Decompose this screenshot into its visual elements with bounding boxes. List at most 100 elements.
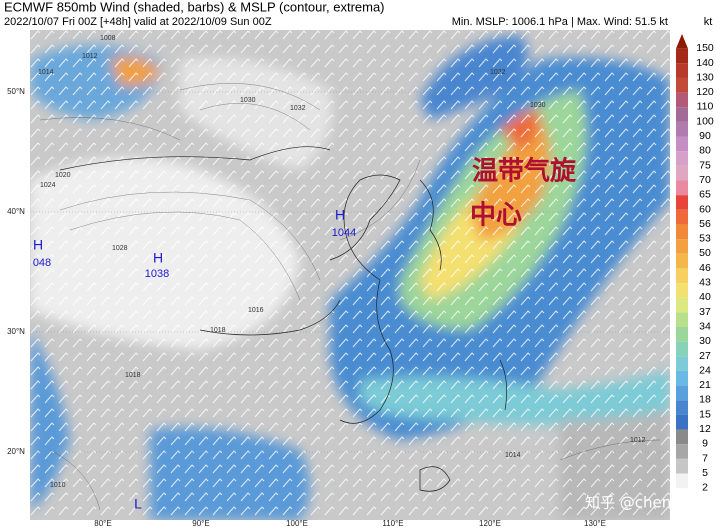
contour-label: 1032	[290, 105, 306, 112]
pressure-center: H	[335, 207, 345, 223]
colorbar-segment	[676, 297, 688, 313]
colorbar-segment	[676, 239, 688, 254]
map-field	[30, 30, 670, 520]
colorbar-label: 110	[697, 101, 714, 113]
colorbar-label: 30	[699, 335, 711, 347]
colorbar-segment	[676, 107, 688, 122]
pressure-center: H	[153, 250, 163, 266]
colorbar-label: 2	[702, 482, 708, 494]
colorbar-label: 90	[699, 130, 711, 142]
isobars	[39, 83, 661, 511]
colorbar-label: 50	[699, 247, 711, 259]
annotation: 中心	[470, 201, 522, 231]
colorbar-segment	[676, 195, 688, 210]
lon-label: 130°E	[584, 519, 606, 528]
pressure-value: 048	[33, 257, 51, 269]
colorbar-label: 7	[702, 452, 708, 464]
lon-label: 80°E	[94, 519, 111, 528]
colorbar-label: 120	[696, 86, 714, 98]
colorbar-segment	[676, 253, 688, 269]
stats: Min. MSLP: 1006.1 hPa | Max. Wind: 51.5 …	[452, 16, 668, 28]
annotation: 温带气旋	[472, 156, 577, 187]
lon-label: 90°E	[192, 519, 209, 528]
colorbar-label: 9	[702, 438, 708, 450]
colorbar-label: 27	[699, 350, 711, 362]
watermark: 知乎 @chenzhe	[585, 494, 698, 512]
lat-label: 20°N	[7, 447, 25, 456]
pressure-center: L	[134, 496, 142, 512]
colorbar-segment	[676, 48, 688, 64]
colorbar-label: 37	[699, 306, 711, 318]
contour-label: 1028	[112, 245, 128, 252]
lon-label: 120°E	[479, 519, 501, 528]
colorbar-label: 18	[699, 394, 711, 406]
colorbar-label: 53	[699, 233, 711, 245]
colorbar-segment	[676, 180, 688, 196]
unit: kt	[704, 16, 713, 28]
colorbar-segment	[676, 209, 688, 225]
colorbar-label: 65	[699, 189, 711, 201]
colorbar-segment	[676, 444, 688, 459]
colorbar-segment	[676, 385, 688, 401]
colorbar-segment	[676, 224, 688, 240]
colorbar-segment	[676, 473, 688, 489]
contour-label: 1014	[505, 452, 521, 459]
colorbar-segment	[676, 121, 688, 137]
colorbar-label: 80	[699, 145, 711, 157]
contour-label: 1020	[55, 172, 71, 179]
contour-label: 1012	[82, 53, 98, 60]
lat-label: 50°N	[7, 87, 25, 96]
colorbar-segment	[676, 77, 688, 93]
colorbar-label: 12	[699, 423, 711, 435]
contour-label: 1014	[38, 69, 54, 76]
colorbar-label: 150	[696, 42, 714, 54]
colorbar-segment	[676, 165, 688, 181]
colorbar-label: 15	[699, 408, 711, 420]
contour-label: 1012	[630, 437, 646, 444]
coastline	[59, 146, 507, 492]
colorbar-label: 100	[696, 115, 714, 127]
colorbar-label: 70	[699, 174, 711, 186]
contour-label: 1030	[530, 102, 546, 109]
colorbar-label: 21	[699, 379, 711, 391]
lon-label: 100°E	[286, 519, 308, 528]
contour-label: 1018	[210, 327, 226, 334]
colorbar-segment	[676, 341, 688, 357]
colorbar-segment	[676, 283, 688, 298]
pressure-value: 1038	[145, 268, 169, 280]
contour-label: 1024	[40, 182, 56, 189]
colorbar-label: 56	[699, 218, 711, 230]
colorbar-label: 40	[699, 291, 711, 303]
colorbar-segment	[676, 400, 688, 415]
colorbar-segment	[676, 136, 688, 152]
colorbar-cap	[676, 34, 688, 49]
colorbar-segment	[676, 327, 688, 342]
contour-label: 1010	[50, 482, 66, 489]
colorbar-segment	[676, 414, 688, 430]
title: ECMWF 850mb Wind (shaded, barbs) & MSLP …	[4, 0, 385, 14]
colorbar-label: 46	[699, 262, 711, 274]
contour-label: 1030	[240, 97, 256, 104]
colorbar-segment	[676, 151, 688, 166]
pressure-value: 1044	[332, 227, 356, 239]
contour-label: 1008	[100, 35, 116, 42]
lat-label: 30°N	[7, 327, 25, 336]
lon-label: 110°E	[382, 519, 403, 528]
pressure-center: H	[33, 237, 43, 253]
colorbar-label: 5	[702, 467, 708, 479]
colorbar-label: 75	[699, 159, 711, 171]
colorbar-label: 24	[699, 364, 711, 376]
colorbar-segment	[676, 429, 688, 445]
contour-label: 1016	[248, 307, 264, 314]
colorbar-segment	[676, 356, 688, 371]
colorbar-label: 140	[696, 57, 714, 69]
colorbar-segment	[676, 92, 688, 108]
colorbar-label: 130	[696, 71, 714, 83]
colorbar-segment	[676, 370, 688, 386]
colorbar-label: 34	[699, 320, 711, 332]
colorbar-segment	[676, 268, 688, 284]
colorbar-label: 60	[699, 203, 711, 215]
colorbar-segment	[676, 312, 688, 327]
